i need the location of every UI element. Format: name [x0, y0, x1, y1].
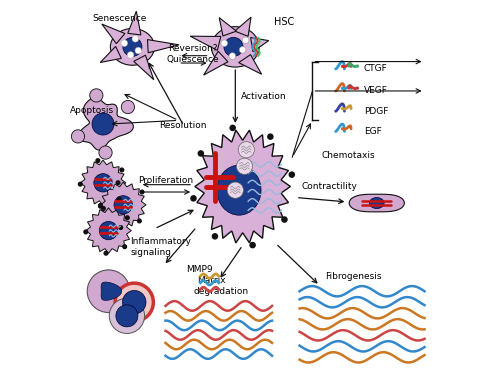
Circle shape	[84, 230, 87, 234]
Ellipse shape	[224, 37, 243, 56]
Polygon shape	[100, 46, 122, 62]
Text: EGF: EGF	[364, 127, 382, 136]
Circle shape	[128, 51, 134, 58]
Circle shape	[230, 125, 235, 131]
Circle shape	[191, 196, 196, 201]
Circle shape	[116, 181, 120, 185]
Text: HSC: HSC	[274, 18, 294, 28]
Ellipse shape	[370, 198, 384, 209]
Ellipse shape	[217, 165, 261, 215]
Circle shape	[132, 35, 138, 42]
Circle shape	[238, 142, 254, 158]
Circle shape	[126, 216, 129, 220]
Text: signaling: signaling	[130, 248, 172, 257]
Circle shape	[98, 204, 102, 208]
Text: Senescence: Senescence	[92, 14, 146, 23]
Polygon shape	[80, 160, 126, 206]
Text: VEGF: VEGF	[364, 87, 388, 95]
Circle shape	[229, 53, 235, 59]
Text: Contractility: Contractility	[302, 182, 358, 191]
Text: Apoptosis: Apoptosis	[70, 106, 114, 115]
Polygon shape	[349, 194, 405, 212]
Circle shape	[221, 40, 228, 47]
Ellipse shape	[114, 196, 132, 214]
Text: degradation: degradation	[193, 287, 248, 296]
Text: PDGF: PDGF	[364, 107, 388, 116]
Text: Proliferation: Proliferation	[138, 176, 193, 185]
Circle shape	[110, 298, 144, 333]
Circle shape	[123, 245, 126, 248]
Circle shape	[120, 168, 124, 172]
Text: Resolution: Resolution	[159, 121, 206, 131]
Circle shape	[240, 47, 246, 53]
Ellipse shape	[100, 222, 117, 240]
Circle shape	[102, 207, 105, 210]
Ellipse shape	[94, 174, 112, 192]
Circle shape	[250, 242, 255, 248]
Ellipse shape	[122, 291, 146, 314]
Circle shape	[198, 151, 203, 156]
Text: Reversion?: Reversion?	[168, 44, 218, 53]
Polygon shape	[148, 40, 179, 53]
Circle shape	[121, 40, 128, 47]
Text: CTGF: CTGF	[364, 65, 388, 73]
Circle shape	[90, 89, 103, 102]
Circle shape	[104, 251, 108, 255]
Polygon shape	[190, 36, 221, 50]
Circle shape	[72, 130, 85, 143]
Circle shape	[87, 270, 130, 313]
Circle shape	[236, 158, 252, 174]
Text: Inflammatory: Inflammatory	[130, 237, 192, 246]
Circle shape	[96, 159, 100, 163]
Text: Fibrogenesis: Fibrogenesis	[326, 272, 382, 281]
Circle shape	[138, 219, 141, 223]
Text: Matrix: Matrix	[196, 276, 226, 285]
Ellipse shape	[123, 37, 142, 56]
Ellipse shape	[212, 26, 259, 67]
Circle shape	[289, 172, 294, 177]
Polygon shape	[78, 98, 134, 150]
Ellipse shape	[110, 28, 154, 65]
Polygon shape	[195, 130, 290, 243]
Polygon shape	[219, 18, 236, 36]
Text: MMP9: MMP9	[186, 265, 212, 274]
Polygon shape	[86, 208, 132, 253]
Circle shape	[227, 182, 244, 198]
Circle shape	[118, 197, 121, 201]
Ellipse shape	[92, 113, 114, 135]
Circle shape	[115, 283, 154, 322]
Circle shape	[282, 217, 287, 222]
Circle shape	[140, 190, 144, 194]
Polygon shape	[102, 24, 125, 44]
Text: Activation: Activation	[241, 92, 286, 101]
Polygon shape	[128, 11, 141, 35]
Circle shape	[212, 234, 218, 239]
Polygon shape	[100, 182, 146, 228]
Polygon shape	[238, 54, 262, 74]
Text: Chemotaxis: Chemotaxis	[322, 151, 376, 160]
Circle shape	[122, 100, 134, 114]
Circle shape	[268, 134, 273, 139]
Polygon shape	[204, 51, 228, 75]
Polygon shape	[134, 55, 154, 80]
Ellipse shape	[116, 305, 138, 327]
Circle shape	[242, 37, 249, 44]
Polygon shape	[101, 282, 122, 300]
Circle shape	[119, 226, 122, 229]
Circle shape	[78, 182, 82, 186]
Circle shape	[99, 146, 112, 159]
Circle shape	[98, 204, 102, 207]
Polygon shape	[234, 17, 251, 36]
Polygon shape	[250, 38, 268, 51]
Circle shape	[135, 47, 141, 54]
Text: Quiescence: Quiescence	[166, 55, 220, 64]
